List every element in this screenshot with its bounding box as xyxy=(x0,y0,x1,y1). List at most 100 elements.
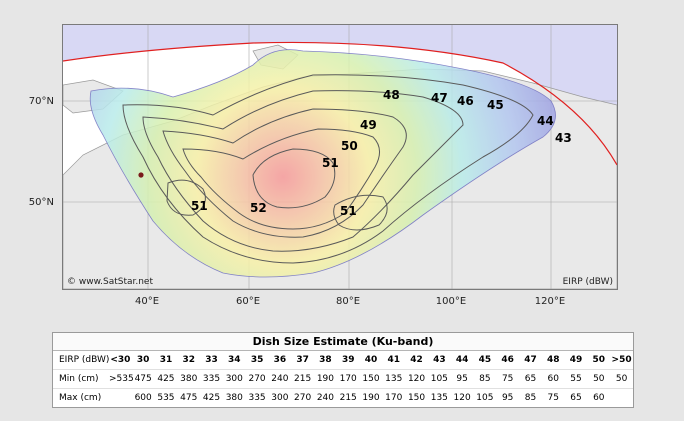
contour-label: 50 xyxy=(341,139,358,153)
lat-label-50n: 50°N xyxy=(28,197,54,208)
table-cell: 335 xyxy=(245,388,269,407)
table-cell: >535 xyxy=(109,369,134,389)
table-cell: 170 xyxy=(336,369,360,389)
table-cell: 42 xyxy=(410,355,423,365)
row-label: Min (cm) xyxy=(53,369,109,389)
table-cell: 135 xyxy=(427,388,451,407)
watermark-text: © www.SatStar.net xyxy=(67,277,153,287)
table-cell: 50 xyxy=(587,369,611,389)
row-label: EIRP (dBW) xyxy=(59,355,110,365)
min-size-row: Min (cm) >535 475 425 380 335 300 270 240 215 190 1… xyxy=(53,369,633,389)
table-cell: 65 xyxy=(519,369,542,389)
table-cell: 37 xyxy=(296,355,309,365)
contour-label: 49 xyxy=(360,118,377,132)
table-cell: 300 xyxy=(222,369,246,389)
table-cell: 475 xyxy=(177,388,201,407)
table-cell: 35 xyxy=(250,355,264,365)
contour-label: 52 xyxy=(250,201,267,215)
table-cell: 135 xyxy=(382,369,406,389)
table-cell: 40 xyxy=(364,355,378,365)
table-cell: 95 xyxy=(450,369,474,389)
table-cell: 39 xyxy=(341,355,355,365)
table-cell: 170 xyxy=(382,388,406,407)
outside-visibility-area xyxy=(63,25,617,165)
lon-label-80e: 80°E xyxy=(335,296,361,307)
table-cell xyxy=(610,388,633,407)
lat-label-70n: 70°N xyxy=(28,96,54,107)
table-cell: 425 xyxy=(200,388,223,407)
contour-label: 51 xyxy=(322,156,339,170)
coverage-map-svg: 48 47 46 45 44 43 49 50 51 51 52 51 xyxy=(63,25,617,289)
table-cell: 47 xyxy=(524,355,537,365)
table-cell: 150 xyxy=(359,369,383,389)
table-cell: 49 xyxy=(569,355,583,365)
lon-label-60e: 60°E xyxy=(235,296,261,307)
table-cell: 44 xyxy=(455,355,469,365)
contour-label: 44 xyxy=(537,114,554,128)
table-cell: 38 xyxy=(319,355,332,365)
table-cell: 535 xyxy=(154,388,178,407)
table-cell: 85 xyxy=(473,369,497,389)
contour-label: 48 xyxy=(383,88,400,102)
table-cell: 270 xyxy=(291,388,315,407)
table-cell: 75 xyxy=(496,369,520,389)
table-cell: 60 xyxy=(587,388,611,407)
table-cell: 105 xyxy=(427,369,451,389)
contour-label: 43 xyxy=(555,131,572,145)
table-cell: 105 xyxy=(473,388,497,407)
table-cell: 300 xyxy=(268,388,292,407)
subsatellite-point xyxy=(138,172,144,178)
table-cell: 48 xyxy=(546,355,560,365)
table-cell: 120 xyxy=(450,388,474,407)
table-cell: 85 xyxy=(519,388,542,407)
coverage-map: 48 47 46 45 44 43 49 50 51 51 52 51 © ww… xyxy=(62,24,618,290)
table-cell: 50 xyxy=(610,369,633,389)
table-cell xyxy=(109,388,132,407)
table-cell: 95 xyxy=(496,388,520,407)
dish-size-table: EIRP (dBW) <30 30 31 32 33 34 35 36 37 38 39 40 41 42 4… xyxy=(53,351,633,407)
table-cell: 75 xyxy=(541,388,565,407)
visibility-horizon-line xyxy=(63,41,617,166)
eirp-unit-label: EIRP (dBW) xyxy=(562,277,613,287)
table-cell: 55 xyxy=(564,369,588,389)
contour-label: 51 xyxy=(191,199,208,213)
table-cell: 190 xyxy=(359,388,383,407)
table-cell: <30 xyxy=(110,355,131,365)
table-cell: 240 xyxy=(314,388,337,407)
contour-lines xyxy=(122,74,534,264)
table-cell: 215 xyxy=(291,369,315,389)
table-cell: >50 xyxy=(611,355,632,365)
lon-label-120e: 120°E xyxy=(534,296,566,307)
table-cell: 36 xyxy=(273,355,287,365)
table-cell: 45 xyxy=(478,355,492,365)
table-cell: 335 xyxy=(200,369,223,389)
table-cell: 50 xyxy=(592,355,606,365)
table-cell: 600 xyxy=(131,388,155,407)
table-cell: 33 xyxy=(205,355,218,365)
table-cell: 380 xyxy=(222,388,246,407)
max-size-row: Max (cm) 600 535 475 425 380 335 300 270 240 215 19… xyxy=(53,388,633,407)
table-cell: 60 xyxy=(541,369,565,389)
row-label: Max (cm) xyxy=(53,388,109,407)
table-cell: 150 xyxy=(405,388,428,407)
table-cell: 120 xyxy=(405,369,428,389)
table-cell: 43 xyxy=(433,355,446,365)
beam-coverage xyxy=(89,49,556,278)
table-cell: 215 xyxy=(336,388,360,407)
eirp-row: EIRP (dBW) <30 30 31 32 33 34 35 36 37 38 39 40 41 42 4… xyxy=(53,351,633,370)
contour-label: 51 xyxy=(340,204,357,218)
table-cell: 32 xyxy=(182,355,195,365)
contour-value-labels: 48 47 46 45 44 43 49 50 51 51 52 51 xyxy=(191,88,572,218)
table-cell: 46 xyxy=(501,355,514,365)
table-cell: 425 xyxy=(154,369,178,389)
lon-label-100e: 100°E xyxy=(435,296,467,307)
table-cell: 31 xyxy=(159,355,173,365)
table-cell: 41 xyxy=(387,355,401,365)
contour-label: 46 xyxy=(457,94,474,108)
dish-size-table-panel: Dish Size Estimate (Ku-band) EIRP (dBW) <… xyxy=(52,332,634,408)
lon-label-40e: 40°E xyxy=(134,296,160,307)
table-cell: 240 xyxy=(268,369,292,389)
table-cell: 34 xyxy=(228,355,241,365)
table-cell: 65 xyxy=(564,388,588,407)
table-cell: 380 xyxy=(177,369,201,389)
